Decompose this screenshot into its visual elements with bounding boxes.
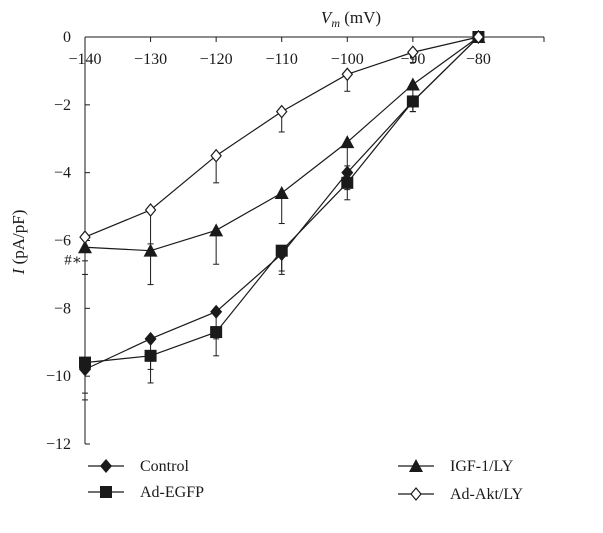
y-tick-label: −12 bbox=[46, 436, 71, 453]
y-axis-title: I (pA/pF) bbox=[9, 210, 28, 276]
legend-marker bbox=[100, 459, 112, 473]
y-axis-title-var: I bbox=[9, 267, 28, 275]
legend-label: Ad-EGFP bbox=[140, 484, 204, 501]
x-axis-title-var: V bbox=[321, 8, 334, 27]
y-tick-label: 0 bbox=[63, 29, 71, 46]
data-point bbox=[405, 77, 420, 91]
data-point bbox=[209, 223, 224, 237]
significance-annotation: #∗ bbox=[64, 252, 82, 268]
data-point bbox=[274, 186, 289, 200]
legend-entry: Ad-EGFP bbox=[88, 484, 204, 501]
chart-legend: Control Ad-EGFP IGF-1/LY Ad-Akt/LY bbox=[88, 458, 524, 503]
x-axis-title: Vm (mV) bbox=[321, 8, 381, 30]
data-point bbox=[144, 203, 157, 217]
data-point bbox=[210, 304, 223, 319]
x-tick-label: −100 bbox=[331, 51, 364, 68]
legend-label: IGF-1/LY bbox=[450, 458, 514, 475]
data-point bbox=[407, 45, 419, 60]
data-point bbox=[79, 356, 91, 369]
legend-entry: Control bbox=[88, 458, 189, 475]
x-axis-title-unit: (mV) bbox=[340, 8, 381, 27]
x-tick-label: −120 bbox=[200, 51, 233, 68]
data-point bbox=[143, 243, 158, 257]
y-tick-label: −6 bbox=[54, 233, 71, 250]
data-point bbox=[275, 244, 288, 257]
data-point bbox=[275, 104, 288, 119]
legend-marker bbox=[100, 486, 112, 498]
legend-marker bbox=[410, 487, 422, 501]
y-tick-label: −8 bbox=[54, 300, 71, 317]
y-tick-label: −2 bbox=[54, 97, 71, 114]
data-point bbox=[472, 30, 485, 44]
y-tick-label: −4 bbox=[54, 165, 71, 182]
x-tick-label: −140 bbox=[68, 51, 101, 68]
series-ad-akt-ly bbox=[79, 30, 485, 262]
legend-entry: IGF-1/LY bbox=[398, 458, 514, 475]
data-point bbox=[341, 67, 354, 82]
legend-label: Control bbox=[140, 458, 189, 475]
data-point bbox=[210, 148, 222, 163]
x-tick-label: −80 bbox=[466, 51, 491, 68]
legend-marker bbox=[409, 459, 423, 472]
data-point bbox=[144, 349, 157, 362]
legend-entry: Ad-Akt/LY bbox=[398, 486, 524, 503]
chart-marks bbox=[78, 30, 486, 401]
y-tick-label: −10 bbox=[46, 368, 71, 385]
data-point bbox=[144, 331, 157, 346]
data-point bbox=[340, 135, 355, 149]
x-axis-title-sub: m bbox=[331, 16, 340, 30]
data-point bbox=[79, 230, 91, 245]
series-igf-1-ly bbox=[78, 30, 486, 286]
data-point bbox=[341, 165, 354, 180]
data-point bbox=[210, 326, 223, 339]
x-tick-label: −130 bbox=[134, 51, 167, 68]
y-axis-title-unit: (pA/pF) bbox=[9, 210, 28, 269]
data-point bbox=[341, 176, 354, 189]
legend-label: Ad-Akt/LY bbox=[450, 486, 524, 503]
x-tick-label: −110 bbox=[265, 51, 297, 68]
chart-axes: −140 −130 −120 −110 −100 −90 −800−2−4−6−8−10−1… bbox=[9, 8, 545, 453]
